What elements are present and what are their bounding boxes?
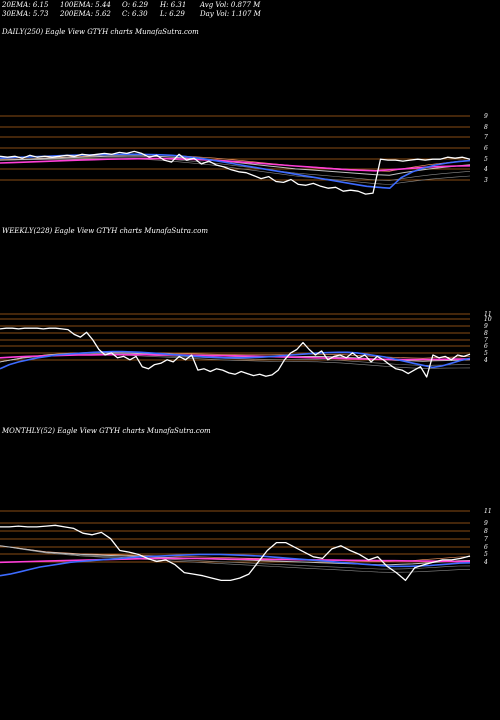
high-readout: H: 6.31 <box>160 1 187 9</box>
avg-vol-readout: Avg Vol: 0.877 M <box>200 1 261 9</box>
ema30-readout: 30EMA: 5.73 <box>2 10 49 18</box>
weekly-ema-fast-line <box>0 350 471 370</box>
monthly-ytick-label: 7 <box>484 536 488 543</box>
day-vol-readout: Day Vol: 1.107 M <box>200 10 261 18</box>
daily-chart-svg: 9 8 7 6 5 4 3 <box>0 113 488 195</box>
weekly-ma-bundle-line <box>0 353 471 366</box>
daily-ma-bundle-line <box>0 154 471 172</box>
low-readout: L: 6.29 <box>160 10 185 18</box>
daily-ytick-label: 3 <box>484 177 488 184</box>
daily-ytick-label: 4 <box>483 166 488 173</box>
monthly-ytick-label: 11 <box>484 508 492 515</box>
weekly-chart-panel: WEEKLY(228) Eagle View GTYH charts Munaf… <box>0 227 500 427</box>
weekly-ytick-label: 5 <box>484 350 488 357</box>
monthly-price-line <box>0 524 471 582</box>
weekly-chart-title: WEEKLY(228) Eagle View GTYH charts Munaf… <box>2 227 208 235</box>
daily-ytick-label: 6 <box>484 145 488 152</box>
monthly-ytick-label: 4 <box>483 559 488 566</box>
weekly-ytick-label: 4 <box>483 357 488 364</box>
ema200-readout: 200EMA: 5.62 <box>60 10 111 18</box>
monthly-ytick-label: 9 <box>484 520 488 527</box>
daily-ytick-label: 8 <box>484 124 488 131</box>
weekly-ytick-label: 8 <box>484 330 488 337</box>
daily-ma-bundle-line <box>0 157 471 181</box>
daily-ytick-label: 5 <box>484 156 488 163</box>
close-readout: C: 6.30 <box>122 10 148 18</box>
daily-ma-bundle-line <box>0 158 471 185</box>
monthly-ytick-label: 5 <box>484 551 488 558</box>
ema100-readout: 100EMA: 5.44 <box>60 1 111 9</box>
weekly-ytick-label: 6 <box>484 343 488 350</box>
daily-ema-mid-line <box>0 157 471 172</box>
weekly-ema-mid-line <box>0 353 471 361</box>
monthly-ytick-label: 8 <box>484 528 488 535</box>
open-readout: O: 6.29 <box>122 1 148 9</box>
weekly-ytick-label: 9 <box>484 323 488 330</box>
weekly-ytick-label: 11 <box>484 311 492 318</box>
monthly-chart-title: MONTHLY(52) Eagle View GTYH charts Munaf… <box>2 427 211 435</box>
daily-chart-title: DAILY(250) Eagle View GTYH charts Munafa… <box>2 28 199 36</box>
weekly-price-line <box>0 327 471 378</box>
monthly-chart-panel: MONTHLY(52) Eagle View GTYH charts Munaf… <box>0 427 500 627</box>
weekly-ytick-label: 7 <box>484 337 488 344</box>
daily-ytick-label: 9 <box>484 113 488 120</box>
monthly-ma-bundle-line <box>0 545 470 573</box>
ema20-readout: 20EMA: 6.15 <box>2 1 49 9</box>
monthly-ema-mid-line <box>0 557 470 564</box>
monthly-ytick-label: 6 <box>484 544 488 551</box>
daily-chart-panel: DAILY(250) Eagle View GTYH charts Munafa… <box>0 28 500 228</box>
monthly-ema-fast-line <box>0 553 471 577</box>
weekly-ytick-label: 10 <box>484 316 492 323</box>
daily-ytick-label: 7 <box>484 134 488 141</box>
daily-price-line <box>0 150 471 195</box>
